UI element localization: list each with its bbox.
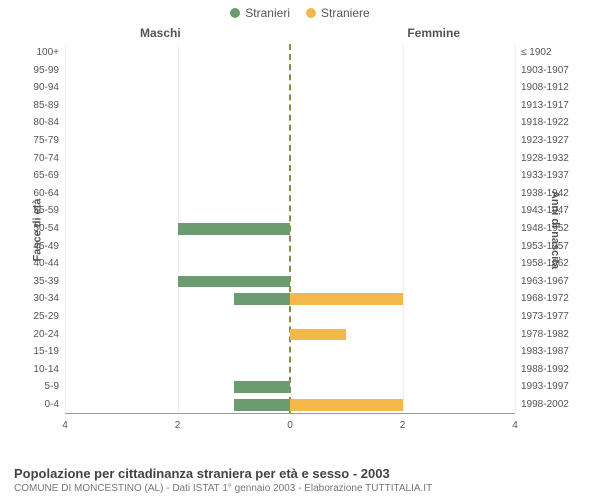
age-label: 85-89 (33, 97, 65, 115)
birth-label: 1983-1987 (515, 343, 569, 361)
legend-label-male: Stranieri (245, 6, 290, 20)
age-label: 20-24 (33, 326, 65, 344)
birth-label: 1918-1922 (515, 114, 569, 132)
birth-label: 1903-1907 (515, 62, 569, 80)
age-row: 95-991903-1907 (65, 62, 515, 80)
birth-label: 1923-1927 (515, 132, 569, 150)
age-row: 55-591943-1947 (65, 202, 515, 220)
age-label: 70-74 (33, 150, 65, 168)
age-label: 10-14 (33, 361, 65, 379)
x-tick: 4 (512, 420, 518, 431)
column-title-female: Femmine (407, 26, 460, 40)
legend-item-female: Straniere (306, 6, 370, 20)
legend-item-male: Stranieri (230, 6, 290, 20)
birth-label: 1908-1912 (515, 79, 569, 97)
legend: Stranieri Straniere (0, 0, 600, 20)
birth-label: 1988-1992 (515, 361, 569, 379)
chart: Maschi Femmine Fasce di età Anni di nasc… (10, 24, 590, 444)
age-label: 100+ (36, 44, 65, 62)
age-row: 45-491953-1957 (65, 238, 515, 256)
age-label: 5-9 (45, 378, 65, 396)
age-label: 0-4 (45, 396, 65, 414)
age-label: 60-64 (33, 185, 65, 203)
age-row: 100+≤ 1902 (65, 44, 515, 62)
x-tick: 2 (400, 420, 406, 431)
birth-label: 1963-1967 (515, 273, 569, 291)
age-label: 55-59 (33, 202, 65, 220)
birth-label: 1998-2002 (515, 396, 569, 414)
age-label: 25-29 (33, 308, 65, 326)
birth-label: 1943-1947 (515, 202, 569, 220)
age-row: 20-241978-1982 (65, 326, 515, 344)
bar-male (234, 399, 290, 411)
age-label: 40-44 (33, 255, 65, 273)
birth-label: 1978-1982 (515, 326, 569, 344)
chart-title: Popolazione per cittadinanza straniera p… (14, 466, 590, 481)
age-label: 35-39 (33, 273, 65, 291)
birth-label: 1938-1942 (515, 185, 569, 203)
column-title-male: Maschi (140, 26, 181, 40)
legend-dot-female (306, 8, 316, 18)
birth-label: 1913-1917 (515, 97, 569, 115)
birth-label: 1958-1962 (515, 255, 569, 273)
age-label: 80-84 (33, 114, 65, 132)
age-label: 30-34 (33, 290, 65, 308)
age-row: 10-141988-1992 (65, 361, 515, 379)
bar-female (290, 329, 346, 341)
plot-area: 42024100+≤ 190295-991903-190790-941908-1… (65, 44, 515, 414)
age-row: 30-341968-1972 (65, 290, 515, 308)
bar-male (234, 381, 290, 393)
birth-label: 1928-1932 (515, 150, 569, 168)
age-label: 45-49 (33, 238, 65, 256)
birth-label: 1968-1972 (515, 290, 569, 308)
x-tick: 2 (175, 420, 181, 431)
age-row: 85-891913-1917 (65, 97, 515, 115)
birth-label: 1933-1937 (515, 167, 569, 185)
legend-dot-male (230, 8, 240, 18)
age-row: 60-641938-1942 (65, 185, 515, 203)
birth-label: 1953-1957 (515, 238, 569, 256)
age-label: 65-69 (33, 167, 65, 185)
age-row: 25-291973-1977 (65, 308, 515, 326)
bar-female (290, 399, 403, 411)
bar-female (290, 293, 403, 305)
age-row: 40-441958-1962 (65, 255, 515, 273)
age-label: 90-94 (33, 79, 65, 97)
age-row: 90-941908-1912 (65, 79, 515, 97)
birth-label: 1993-1997 (515, 378, 569, 396)
age-row: 65-691933-1937 (65, 167, 515, 185)
age-row: 75-791923-1927 (65, 132, 515, 150)
birth-label: 1973-1977 (515, 308, 569, 326)
footer: Popolazione per cittadinanza straniera p… (14, 466, 590, 494)
age-row: 50-541948-1952 (65, 220, 515, 238)
age-label: 95-99 (33, 62, 65, 80)
chart-subtitle: COMUNE DI MONCESTINO (AL) - Dati ISTAT 1… (14, 483, 590, 494)
bar-male (234, 293, 290, 305)
age-row: 0-41998-2002 (65, 396, 515, 414)
bar-male (178, 276, 291, 288)
birth-label: 1948-1952 (515, 220, 569, 238)
age-row: 35-391963-1967 (65, 273, 515, 291)
age-label: 50-54 (33, 220, 65, 238)
age-label: 15-19 (33, 343, 65, 361)
x-tick: 4 (62, 420, 68, 431)
age-row: 70-741928-1932 (65, 150, 515, 168)
bar-male (178, 223, 291, 235)
age-row: 80-841918-1922 (65, 114, 515, 132)
age-row: 5-91993-1997 (65, 378, 515, 396)
legend-label-female: Straniere (321, 6, 370, 20)
birth-label: ≤ 1902 (515, 44, 552, 62)
age-row: 15-191983-1987 (65, 343, 515, 361)
x-tick: 0 (287, 420, 293, 431)
age-label: 75-79 (33, 132, 65, 150)
